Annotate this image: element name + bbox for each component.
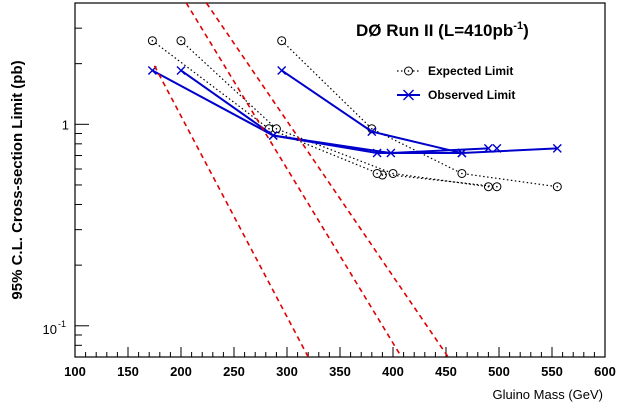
series-line [281,40,558,188]
legend-observed-marker [403,89,414,101]
data-point-center [381,174,384,176]
x-tick-label: 150 [117,364,139,379]
x-tick-label: 400 [382,364,404,379]
data-point-cross [277,65,287,75]
data-point-center [275,127,278,130]
series-line [180,40,489,188]
data-point-center [371,127,373,130]
data-point-cross [552,143,562,153]
data-point-cross [372,148,382,158]
series-line [205,3,449,357]
legend-observed-label: Observed Limit [428,88,515,102]
series-line [153,65,309,357]
legend: Expected Limit Observed Limit [397,64,515,102]
series-line [152,40,383,176]
x-tick-label: 300 [276,364,298,379]
x-axis-label: Gluino Mass (GeV) [492,387,603,402]
x-tick-label: 550 [541,364,563,379]
y-axis-ticks: 1 10 -1 [43,2,89,358]
x-tick-label: 600 [594,364,616,379]
y-tick-label: 10 [43,322,57,337]
series-line [185,3,403,357]
x-tick-label: 200 [170,364,192,379]
series-layer [147,3,562,357]
y-tick-label-exponent: -1 [58,319,66,329]
data-point-center [496,185,498,188]
data-point-center [392,172,394,175]
series-line [180,69,462,155]
x-axis-ticks: 100 150 200 250 300 350 400 450 500 550 600 [64,347,616,379]
plot-frame [74,2,606,358]
x-tick-label: 350 [329,364,351,379]
y-axis-label: 95% C.L. Cross-section Limit (pb) [9,60,26,299]
data-point-cross [268,130,278,140]
data-point-center [376,172,378,175]
series-0 [147,36,562,192]
x-tick-label: 450 [435,364,457,379]
data-point-cross [367,127,377,137]
data-point-center [151,39,154,42]
y-tick-label: 1 [62,117,69,132]
data-point-cross [492,143,502,153]
x-tick-label: 500 [488,364,510,379]
x-tick-label: 100 [64,364,86,379]
data-point-center [280,39,283,42]
data-point-center [268,127,270,130]
series-1 [147,65,562,158]
data-point-cross [176,65,186,75]
data-point-center [180,39,182,42]
series-2 [153,3,449,357]
x-tick-label: 250 [223,364,245,379]
series-line [281,69,558,155]
legend-expected-marker-dot [407,70,410,72]
data-point-cross [457,148,467,158]
legend-expected-label: Expected Limit [428,64,513,78]
series-line [151,69,489,155]
chart-title: DØ Run II (L=410pb-1) [356,20,529,40]
data-point-center [556,185,559,188]
data-point-center [461,172,463,175]
series-line [377,172,497,188]
